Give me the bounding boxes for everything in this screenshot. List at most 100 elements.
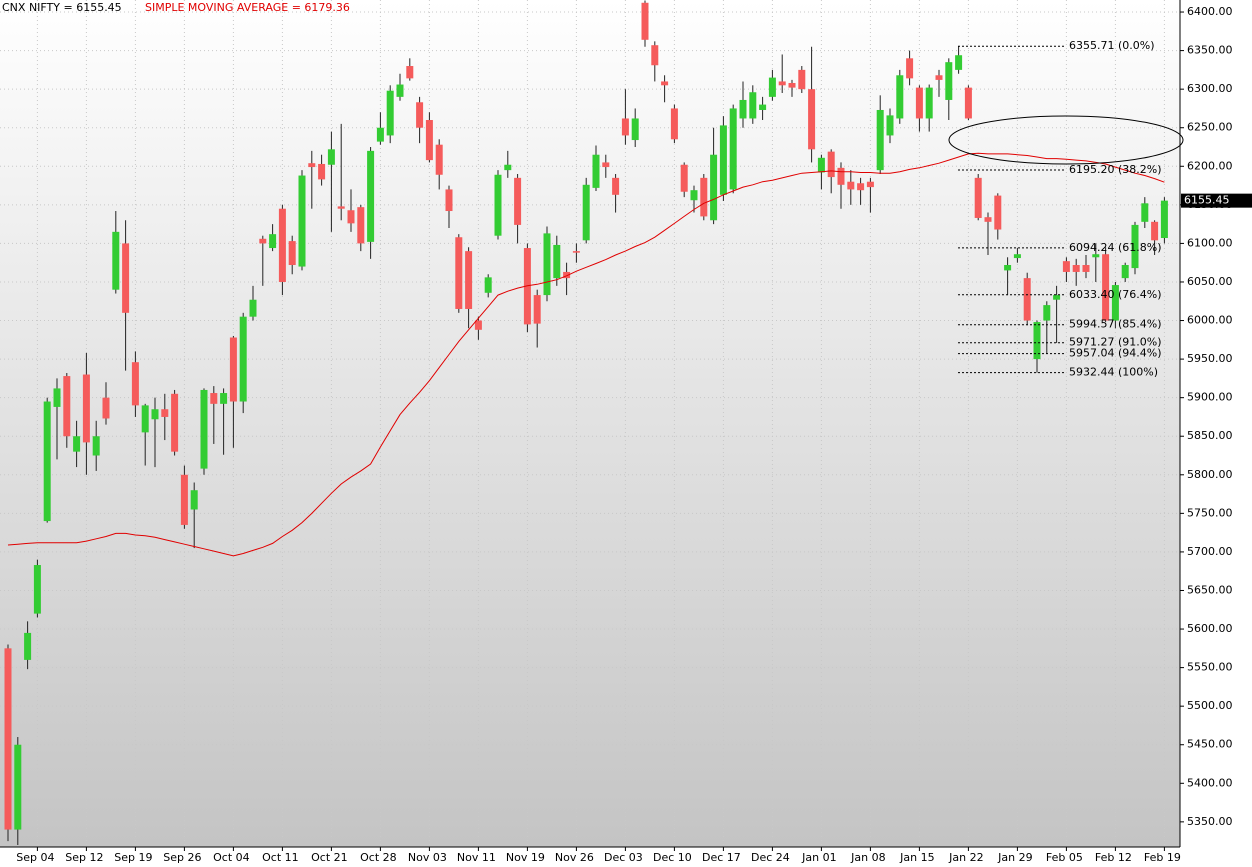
y-tick-label: 5500.00: [1187, 699, 1233, 712]
candle-body: [33, 565, 41, 614]
candle-body: [592, 154, 600, 188]
candle-body: [886, 115, 894, 136]
candle-body: [935, 75, 943, 80]
x-tick-label: Dec 03: [604, 851, 643, 864]
candle-body: [386, 90, 394, 136]
candle-body: [1053, 295, 1061, 300]
candle-body: [514, 177, 522, 225]
axis-background: [1180, 0, 1252, 867]
x-tick-label: Dec 17: [702, 851, 741, 864]
candle-body: [945, 62, 953, 100]
x-tick-label: Feb 12: [1095, 851, 1132, 864]
candle-body: [994, 195, 1002, 230]
last-price-box: [1181, 193, 1252, 208]
candle-body: [484, 277, 492, 293]
last-price-label: 6155.45: [1184, 194, 1230, 207]
candle-body: [817, 157, 825, 173]
candle-body: [827, 151, 835, 178]
x-tick-label: Sep 04: [16, 851, 54, 864]
y-tick-label: 5800.00: [1187, 468, 1233, 481]
candle-body: [680, 164, 688, 192]
candle-body: [455, 237, 463, 309]
candle-body: [1062, 261, 1070, 272]
candle-body: [572, 251, 580, 253]
candle-body: [229, 337, 237, 402]
candle-body: [700, 177, 708, 217]
candle-body: [376, 127, 384, 142]
candle-body: [1082, 265, 1090, 272]
candle-body: [416, 102, 424, 128]
candle-body: [1111, 285, 1119, 321]
x-tick-label: Oct 28: [360, 851, 397, 864]
x-tick-label: Oct 21: [311, 851, 348, 864]
candle-body: [43, 401, 51, 522]
candle-body: [602, 162, 610, 168]
candle-body: [1151, 221, 1159, 241]
candle-body: [955, 55, 963, 70]
fib-level-label: 6033.40 (76.4%): [1069, 288, 1162, 301]
candle-body: [896, 75, 904, 119]
y-tick-label: 5600.00: [1187, 622, 1233, 635]
candle-body: [612, 177, 620, 195]
candle-body: [641, 2, 649, 40]
candle-body: [249, 299, 257, 317]
candle-body: [445, 189, 453, 212]
candle-body: [621, 118, 629, 136]
fib-level-label: 5994.57 (85.4%): [1069, 318, 1162, 331]
x-tick-label: Nov 11: [457, 851, 496, 864]
candle-body: [63, 376, 71, 437]
candle-body: [729, 108, 737, 190]
candle-body: [92, 436, 100, 456]
candle-body: [406, 66, 414, 79]
x-tick-label: Feb 05: [1046, 851, 1083, 864]
x-tick-label: Feb 19: [1144, 851, 1181, 864]
candle-body: [788, 82, 796, 88]
axis-background: [0, 847, 1180, 867]
candle-body: [1121, 265, 1129, 279]
x-tick-label: Oct 11: [262, 851, 299, 864]
candle-body: [73, 436, 81, 452]
y-tick-label: 6050.00: [1187, 275, 1233, 288]
candle-body: [337, 206, 345, 209]
candle-body: [102, 397, 110, 419]
candle-body: [4, 648, 12, 830]
chart-title: CNX NIFTY = 6155.45: [2, 1, 122, 14]
candle-body: [396, 84, 404, 97]
candle-body: [151, 409, 159, 420]
candle-body: [543, 233, 551, 296]
candle-body: [661, 81, 669, 86]
candle-body: [112, 231, 120, 290]
y-tick-label: 5550.00: [1187, 661, 1233, 674]
candle-body: [1141, 203, 1149, 222]
x-tick-label: Nov 19: [506, 851, 545, 864]
candle-body: [1160, 200, 1168, 239]
candle-body: [651, 45, 659, 66]
grid: [0, 0, 1180, 847]
x-tick-label: Sep 12: [65, 851, 103, 864]
candle-body: [210, 393, 218, 404]
candle-body: [582, 184, 590, 241]
x-tick-label: Jan 08: [850, 851, 885, 864]
y-tick-label: 6350.00: [1187, 44, 1233, 57]
marks: [4, 0, 1168, 845]
y-tick-label: 5700.00: [1187, 545, 1233, 558]
x-tick-label: Dec 10: [653, 851, 692, 864]
y-tick-label: 5450.00: [1187, 738, 1233, 751]
candle-body: [494, 174, 502, 236]
candle-body: [974, 177, 982, 218]
candle-body: [14, 744, 22, 830]
candle-body: [1033, 322, 1041, 360]
candle-body: [866, 181, 874, 188]
candle-body: [876, 109, 884, 171]
candle-body: [190, 490, 198, 510]
candle-body: [357, 207, 365, 244]
y-tick-label: 6300.00: [1187, 82, 1233, 95]
candle-body: [857, 183, 865, 191]
candle-body: [925, 87, 933, 119]
fib-level-label: 5971.27 (91.0%): [1069, 336, 1162, 349]
x-tick-label: Jan 22: [948, 851, 983, 864]
candle-body: [837, 167, 845, 185]
candle-body: [53, 388, 61, 407]
fib-level-label: 5932.44 (100%): [1069, 366, 1158, 379]
candle-body: [768, 77, 776, 97]
